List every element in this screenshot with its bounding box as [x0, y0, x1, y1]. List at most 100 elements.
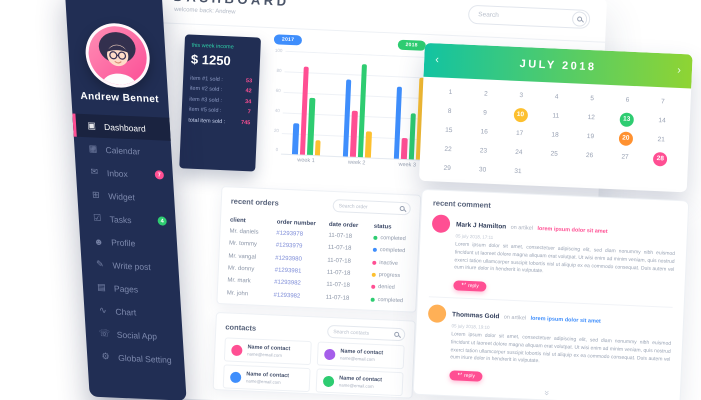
reply-button[interactable]: ↩ reply [453, 280, 488, 292]
reply-icon: ↩ [457, 371, 463, 378]
order-number: #1293982 [273, 292, 301, 300]
header-search [467, 4, 591, 30]
article-link[interactable]: lorem ipsum dolor sit amet [530, 315, 601, 325]
comment-item: Thommas Gold on artikel lorem ipsum dolo… [424, 296, 673, 397]
calendar-day[interactable]: 21 [657, 136, 665, 144]
search-icon[interactable] [394, 331, 400, 337]
legend-pill-2017: 2017 [273, 34, 303, 46]
order-client: Mr. mark [227, 277, 251, 285]
calendar-day[interactable]: 11 [552, 112, 560, 120]
calendar-title: JULY 2018 [519, 57, 597, 74]
comment-body: Thommas Gold on artikel lorem ipsum dolo… [449, 303, 672, 390]
income-panel: this week income $ 1250 item #1 sold :53… [179, 34, 262, 172]
commenter-name: Mark J Hamilton [455, 221, 507, 231]
comment-text: Lorem ipsum dolor sit amet, consectetuer… [450, 331, 672, 365]
calendar-day[interactable]: 9 [483, 109, 488, 117]
commenter-name: Thommas Gold [451, 311, 500, 321]
settings-icon: ⚙ [101, 351, 111, 362]
calendar-day[interactable]: 27 [621, 153, 629, 161]
calendar-day[interactable]: 22 [444, 145, 452, 154]
calendar-day[interactable]: 18 [551, 131, 559, 139]
calendar-day[interactable]: 28 [653, 151, 668, 167]
y-tick-label: 40 [274, 107, 280, 113]
calendar-empty-cell [641, 167, 677, 188]
close-icon[interactable]: × [145, 0, 152, 2]
calendar-day[interactable]: 5 [590, 95, 595, 103]
calendar-day[interactable]: 2 [483, 90, 488, 98]
calendar-day[interactable]: 17 [515, 129, 524, 138]
calendar-day[interactable]: 15 [445, 126, 453, 135]
order-date: 11-07-18 [328, 232, 353, 240]
sidebar: × Andrew Bennet ▣ Dashboard ▦ Calendar ✉ Inbo… [64, 0, 187, 400]
calendar-day[interactable]: 19 [586, 132, 595, 141]
calendar-day[interactable]: 7 [660, 98, 665, 106]
contact-card[interactable]: Name of contact name@email.com [222, 364, 311, 393]
stats-row-value: 42 [245, 88, 252, 95]
contact-card[interactable]: Name of contact name@email.com [316, 341, 405, 370]
calendar-day[interactable]: 3 [519, 92, 524, 100]
sidebar-item-label: Profile [110, 236, 136, 248]
calendar-grid: 1 2 3 4 5 6 7 8 9 10 11 12 13 14 15 16 17 18 19 20 21 22 23 24 2… [419, 77, 691, 193]
notification-badge: 7 [154, 170, 165, 180]
calendar-day[interactable]: 16 [480, 128, 489, 136]
order-client: Mr. daniels [229, 228, 259, 236]
y-tick-label: 60 [275, 87, 281, 93]
contact-card[interactable]: Name of contact name@email.com [223, 337, 312, 366]
calendar-day[interactable]: 31 [514, 167, 522, 176]
y-tick-label: 80 [276, 67, 282, 74]
article-link[interactable]: lorem ipsum dolor sit amet [537, 225, 608, 235]
order-date: 11-07-18 [326, 269, 351, 277]
prev-month-icon[interactable]: ‹ [434, 53, 440, 66]
contact-info: Name of contact name@email.com [340, 348, 383, 362]
calendar-day[interactable]: 13 [619, 111, 634, 127]
calendar-day[interactable]: 26 [585, 151, 594, 160]
write-icon: ✎ [95, 258, 105, 270]
calendar-day[interactable]: 1 [448, 88, 453, 97]
calendar-empty-cell [535, 163, 571, 184]
sidebar-item-label: Social App [116, 329, 158, 341]
calendar-day[interactable]: 29 [443, 164, 451, 173]
order-status-label: completed [379, 247, 406, 255]
contact-avatar [231, 344, 243, 356]
calendar-day[interactable]: 4 [554, 93, 559, 101]
contact-info: Name of contact name@email.com [339, 375, 382, 389]
search-icon[interactable] [399, 205, 405, 212]
order-status: completed [372, 247, 409, 255]
stats-row-value: 34 [244, 98, 252, 106]
recent-orders-panel: recent orders client order number date ord… [216, 186, 422, 313]
status-dot-icon [373, 235, 378, 241]
order-status: denied [371, 284, 407, 292]
next-month-icon[interactable]: › [677, 64, 682, 77]
calendar-day[interactable]: 6 [625, 96, 630, 104]
order-date: 11-07-18 [327, 257, 352, 265]
order-number: #1293980 [275, 255, 303, 263]
contacts-search [326, 324, 406, 342]
calendar-day[interactable]: 10 [513, 107, 528, 122]
calendar-card: ‹ JULY 2018 › 1 2 3 4 5 6 7 8 9 10 11 12 13 14 15 16 17 1… [418, 42, 693, 193]
bar-green [307, 98, 316, 156]
calendar-day[interactable]: 24 [515, 148, 523, 157]
comments-list: Mark J Hamilton on artikel lorem ipsum d… [424, 207, 677, 397]
order-status-label: completed [377, 296, 404, 304]
reply-button[interactable]: ↩ reply [449, 369, 484, 382]
contact-email: name@email.com [338, 382, 374, 389]
search-input[interactable] [478, 11, 573, 23]
sidebar-item-global-setting[interactable]: ⚙ Global Setting [87, 344, 185, 371]
calendar-day[interactable]: 12 [587, 114, 596, 122]
scroll-down-chevron-icon[interactable]: » [542, 390, 553, 396]
orders-column-header: date order [328, 221, 359, 229]
calendar-day[interactable]: 30 [478, 166, 487, 174]
search-icon[interactable] [571, 11, 588, 27]
contacts-search-input[interactable] [333, 328, 395, 338]
contact-card[interactable]: Name of contact name@email.com [315, 368, 404, 397]
reply-icon: ↩ [461, 281, 467, 288]
calendar-day[interactable]: 20 [618, 130, 634, 146]
status-dot-icon [370, 297, 375, 302]
calendar-day[interactable]: 8 [447, 107, 452, 116]
orders-search-input[interactable] [338, 202, 400, 212]
calendar-day[interactable]: 23 [479, 147, 488, 155]
calendar-day[interactable]: 14 [658, 117, 666, 125]
order-client: Mr. donny [227, 265, 255, 273]
stats-row-value: 53 [245, 78, 253, 85]
calendar-day[interactable]: 25 [550, 150, 558, 158]
